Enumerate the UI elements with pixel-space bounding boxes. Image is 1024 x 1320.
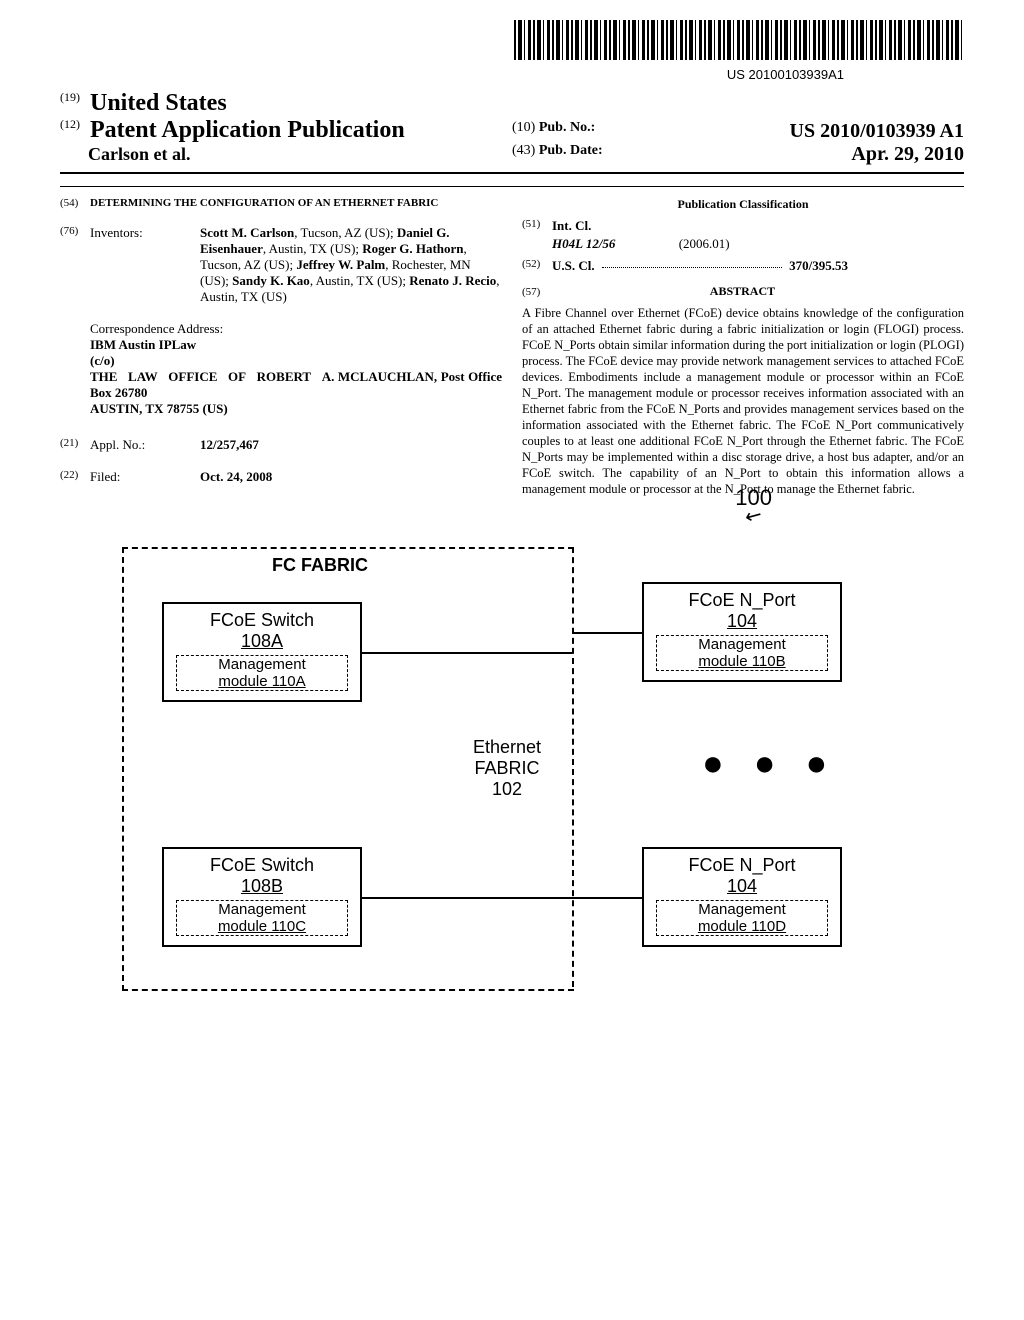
pub-date: Apr. 29, 2010 [851, 143, 964, 166]
switch-a-ref: 108A [168, 631, 356, 652]
fcoe-switch-108b: FCoE Switch 108B Management module 110C [162, 847, 362, 947]
country: United States [90, 90, 227, 116]
corr-l3: THE LAW OFFICE OF ROBERT A. MCLAUCHLAN, … [90, 369, 502, 401]
barcode-graphic [514, 20, 964, 60]
pub-no-label: Pub. No.: [539, 120, 595, 135]
nport-b-title: FCoE N_Port [648, 855, 836, 876]
fcoe-nport-top: FCoE N_Port 104 Management module 110B [642, 582, 842, 682]
appl-val: 12/257,467 [200, 437, 502, 453]
ethernet-fabric-label: Ethernet FABRIC 102 [462, 737, 552, 800]
header-rule [60, 172, 964, 174]
inventors-num: (76) [60, 225, 90, 305]
corr-l1: IBM Austin IPLaw [90, 337, 502, 353]
filed-label: Filed: [90, 469, 200, 485]
abstract-heading: ABSTRACT [544, 284, 942, 299]
conn-nport-b [572, 897, 642, 899]
nport-a-ref: 104 [648, 611, 836, 632]
nport-a-mgmt: Management module 110B [656, 635, 828, 671]
fcoe-nport-bottom: FCoE N_Port 104 Management module 110D [642, 847, 842, 947]
classification-heading: Publication Classification [522, 197, 964, 212]
corr-l2: (c/o) [90, 353, 502, 369]
switch-a-mgmt: Management module 110A [176, 655, 348, 691]
conn-nport-a [572, 632, 642, 634]
pub-date-label: Pub. Date: [539, 143, 603, 158]
right-column: Publication Classification (51) Int. Cl.… [522, 197, 964, 497]
inventors: Scott M. Carlson, Tucson, AZ (US); Danie… [200, 225, 502, 305]
switch-b-ref: 108B [168, 876, 356, 897]
intcl-code: H04L 12/56 [552, 236, 615, 251]
abstract-text: A Fibre Channel over Ethernet (FCoE) dev… [522, 305, 964, 497]
inventors-label: Inventors: [90, 225, 200, 305]
appl-label: Appl. No.: [90, 437, 200, 453]
biblio-columns: (54) DETERMINING THE CONFIGURATION OF AN… [60, 197, 964, 497]
corr-l4: AUSTIN, TX 78755 (US) [90, 401, 502, 417]
pub-date-num: (43) [512, 143, 535, 158]
intcl-num: (51) [522, 218, 552, 234]
uscl-num: (52) [522, 258, 552, 274]
filed-val: Oct. 24, 2008 [200, 469, 502, 485]
barcode-area: US 20100103939A1 [60, 20, 964, 82]
intcl-year: (2006.01) [679, 236, 730, 251]
filed-num: (22) [60, 469, 90, 485]
nport-a-title: FCoE N_Port [648, 590, 836, 611]
fc-fabric-label: FC FABRIC [272, 555, 368, 576]
pub-type: Patent Application Publication [90, 117, 405, 143]
conn-switch-a [362, 652, 572, 654]
fcoe-switch-108a: FCoE Switch 108A Management module 110A [162, 602, 362, 702]
header: (19) United States (12) Patent Applicati… [60, 90, 964, 166]
uscl-label: U.S. Cl. [552, 258, 595, 273]
pub-no: US 2010/0103939 A1 [790, 120, 964, 143]
conn-switch-b [362, 897, 572, 899]
authors: Carlson et al. [60, 144, 512, 165]
header-rule-thin [60, 186, 964, 187]
appl-num: (21) [60, 437, 90, 453]
title-num: (54) [60, 197, 90, 209]
nport-b-ref: 104 [648, 876, 836, 897]
ref-100: 100 ↙ [735, 485, 772, 523]
left-column: (54) DETERMINING THE CONFIGURATION OF AN… [60, 197, 502, 497]
country-num: (19) [60, 90, 80, 104]
switch-b-title: FCoE Switch [168, 855, 356, 876]
abstract-num: (57) [522, 286, 540, 298]
corr-label: Correspondence Address: [90, 321, 502, 337]
nport-b-mgmt: Management module 110D [656, 900, 828, 936]
pub-no-num: (10) [512, 120, 535, 135]
invention-title: DETERMINING THE CONFIGURATION OF AN ETHE… [90, 197, 502, 209]
uscl-val: 370/395.53 [789, 258, 848, 273]
switch-b-mgmt: Management module 110C [176, 900, 348, 936]
figure-1: 100 ↙ FC FABRIC Ethernet FABRIC 102 FCoE… [122, 527, 902, 1007]
pub-type-num: (12) [60, 117, 80, 131]
ellipsis-dots: ● ● ● [702, 742, 837, 784]
ethernet-right-edge [572, 547, 574, 987]
intcl-label: Int. Cl. [552, 218, 591, 234]
barcode-text: US 20100103939A1 [60, 67, 964, 82]
switch-a-title: FCoE Switch [168, 610, 356, 631]
uscl-dots [602, 267, 782, 268]
